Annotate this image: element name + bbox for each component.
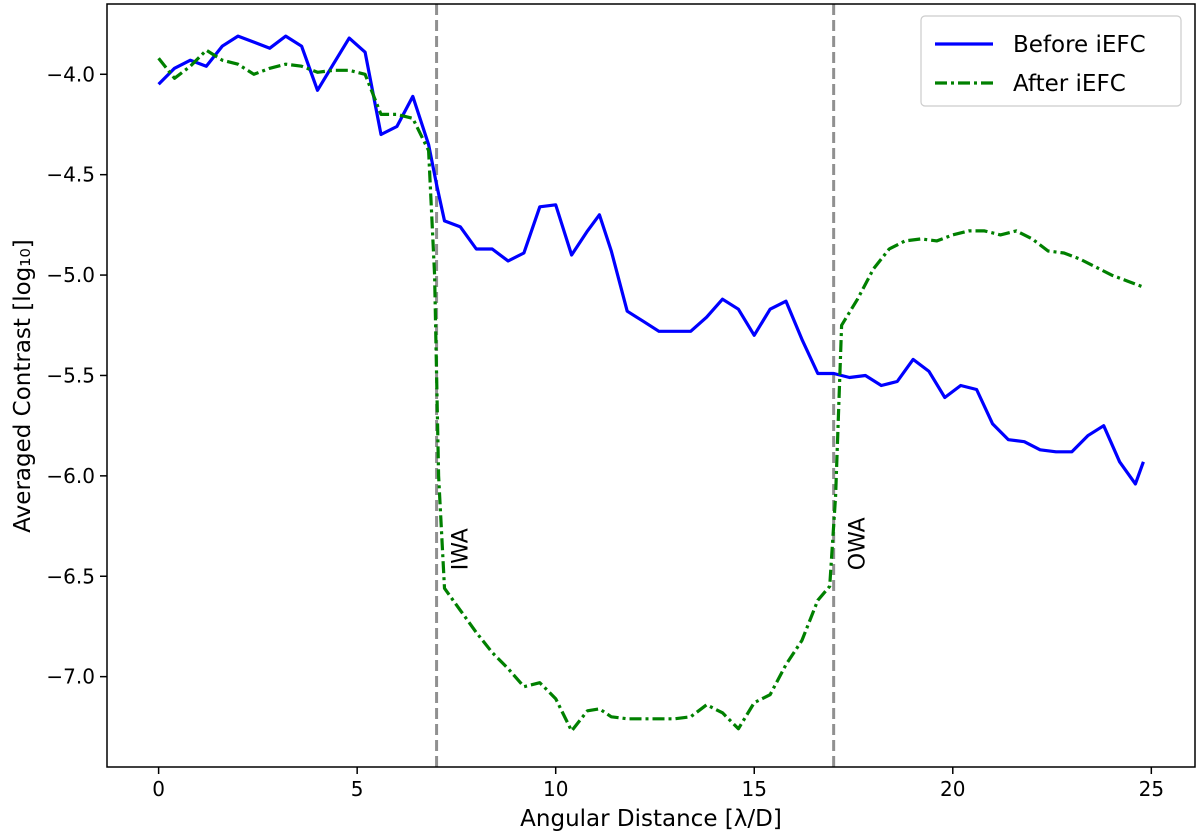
x-tick-label: 15 [742, 777, 767, 801]
reference-label-owa: OWA [846, 517, 871, 570]
plot-area [107, 4, 1195, 767]
reference-label-iwa: IWA [449, 528, 474, 570]
plot-background [107, 4, 1195, 767]
y-tick-label: −4.5 [46, 163, 95, 187]
x-axis-title: Angular Distance [λ/D] [520, 806, 782, 832]
y-axis-ticks: −4.0 −4.5 −5.0 −5.5 −6.0 −6.5 −7.0 [46, 62, 107, 689]
x-tick-label: 0 [152, 777, 165, 801]
y-axis-title: Averaged Contrast [log₁₀] [10, 239, 36, 532]
reference-lines: IWA OWA [435, 4, 871, 767]
y-tick-label: −4.0 [46, 62, 95, 86]
x-tick-label: 25 [1139, 777, 1164, 801]
y-tick-label: −5.0 [46, 263, 95, 287]
y-tick-label: −6.5 [46, 564, 95, 588]
legend-label-before-iefc: Before iEFC [1013, 32, 1146, 58]
legend-label-after-iefc: After iEFC [1013, 71, 1126, 97]
x-tick-label: 20 [940, 777, 965, 801]
series-line-before-iefc [157, 34, 1145, 486]
y-tick-label: −6.0 [46, 464, 95, 488]
x-tick-label: 5 [351, 777, 364, 801]
x-axis-ticks: 0 5 10 15 20 25 [152, 767, 1164, 801]
y-tick-label: −5.5 [46, 363, 95, 387]
axes-frame [106, 3, 1196, 768]
legend: Before iEFC After iEFC [920, 15, 1182, 107]
series-layer [157, 34, 1145, 733]
axes-border [106, 3, 1196, 768]
x-tick-label: 10 [543, 777, 568, 801]
series-line-after-iefc [157, 48, 1144, 733]
y-tick-label: −7.0 [46, 665, 95, 689]
